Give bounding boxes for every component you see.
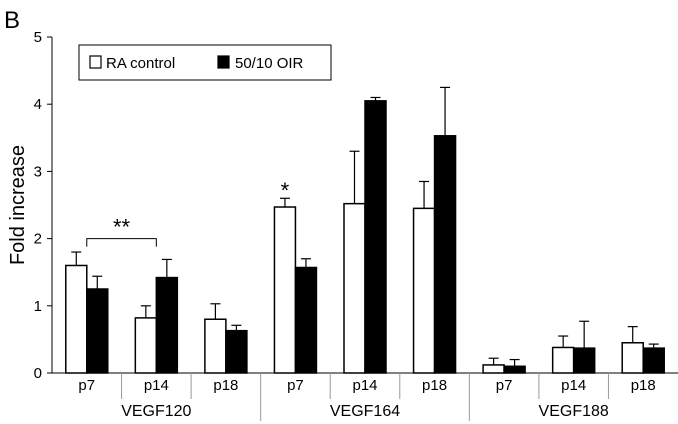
x-tick-label: p7: [287, 377, 304, 394]
y-tick-label: 3: [34, 163, 42, 180]
legend: RA control 50/10 OIR: [78, 44, 332, 81]
bar: [134, 317, 158, 374]
bar: [572, 347, 596, 374]
y-tick-label: 5: [34, 29, 42, 46]
x-tick-label: p7: [496, 377, 513, 394]
legend-label-oir: 50/10 OIR: [235, 55, 304, 72]
group-label: VEGF120: [121, 403, 191, 420]
bar: [204, 318, 227, 374]
bar: [503, 365, 526, 374]
bar: [621, 342, 644, 374]
bar: [294, 266, 318, 374]
annotations: ***: [86, 178, 290, 247]
group-label: VEGF164: [330, 403, 400, 420]
group-label: VEGF188: [539, 403, 609, 420]
x-tick-label: p18: [631, 377, 656, 394]
bar: [433, 135, 457, 374]
bar: [155, 276, 179, 374]
y-tick-label: 2: [34, 231, 42, 248]
bar: [412, 207, 436, 374]
x-tick-label: p18: [213, 377, 238, 394]
y-tick-label: 1: [34, 298, 42, 315]
x-tick-label: p18: [422, 377, 447, 394]
panel-label: B: [4, 7, 20, 34]
x-tick-label: p14: [561, 377, 586, 394]
x-tick-label: p14: [144, 377, 169, 394]
significance-bracket: [86, 238, 157, 247]
y-tick-label: 0: [34, 365, 42, 382]
bar: [225, 329, 248, 374]
bar: [364, 100, 387, 374]
legend-swatch-oir: [217, 55, 230, 69]
bar: [642, 347, 665, 374]
axes: 0 1 2 3 4 5 p7 p14 p18 p7 p14 p18 p7 p14 p18 VEGF120 VEG…: [34, 29, 678, 421]
bar: [482, 364, 505, 374]
significance-label: *: [281, 178, 290, 203]
y-tick-label: 4: [34, 96, 42, 113]
bar: [551, 346, 575, 374]
bar: [65, 264, 88, 374]
legend-swatch-ra-control: [89, 55, 102, 69]
bars: [65, 86, 665, 374]
bar: [343, 202, 366, 374]
x-tick-label: p7: [78, 377, 95, 394]
bar: [86, 288, 109, 374]
significance-label: **: [113, 215, 131, 240]
y-axis-label: Fold increase: [7, 145, 29, 265]
bar: [273, 206, 297, 374]
legend-label-ra-control: RA control: [106, 55, 175, 72]
legend-box: [78, 44, 332, 81]
x-tick-label: p14: [352, 377, 377, 394]
